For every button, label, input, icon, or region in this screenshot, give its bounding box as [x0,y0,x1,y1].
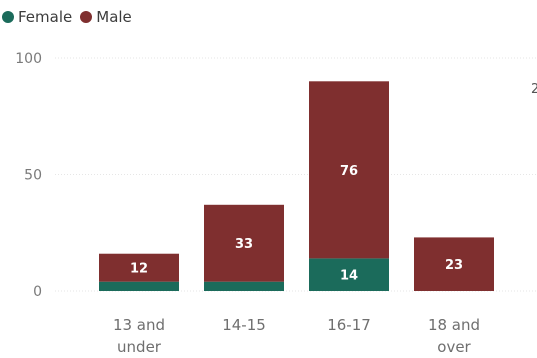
bar-female-0 [99,281,179,291]
clipped-label: 2 [531,82,537,97]
bar-female-1 [204,281,284,291]
legend-male-label: Male [96,8,132,26]
x-tick-label-line: under [117,338,162,356]
male-swatch [80,11,93,23]
legend: Female Male [2,8,132,26]
data-label-female-2: 14 [340,269,358,284]
x-tick-label-line: 13 and [113,316,165,334]
legend-item-male[interactable]: Male [80,8,132,26]
bar-male-2 [309,81,389,259]
data-label-male-3: 23 [445,258,463,273]
x-tick-label-3: 18 and over [428,316,480,356]
data-label-male-0: 12 [130,262,148,277]
y-tick-label-50: 50 [24,168,42,184]
data-label-male-1: 33 [235,237,253,252]
x-tick-label-2: 16-17 [327,316,371,334]
x-tick-label-line: over [437,338,471,356]
legend-female-label: Female [18,8,73,26]
bar-female-2 [309,258,389,291]
x-tick-label-1: 14-15 [222,316,266,334]
x-tick-label-line: 18 and [428,316,480,334]
x-tick-label-line: 16-17 [327,316,371,334]
bar-male-3 [414,237,494,291]
x-tick-label-0: 13 and under [113,316,165,356]
x-tick-label-line: 14-15 [222,316,266,334]
y-tick-label-100: 100 [15,51,42,67]
bar-male-0 [99,253,179,282]
bar-male-1 [204,204,284,282]
legend-item-female[interactable]: Female [2,8,72,26]
female-swatch [2,11,14,23]
y-tick-label-0: 0 [33,284,42,300]
data-label-male-2: 76 [340,164,358,179]
